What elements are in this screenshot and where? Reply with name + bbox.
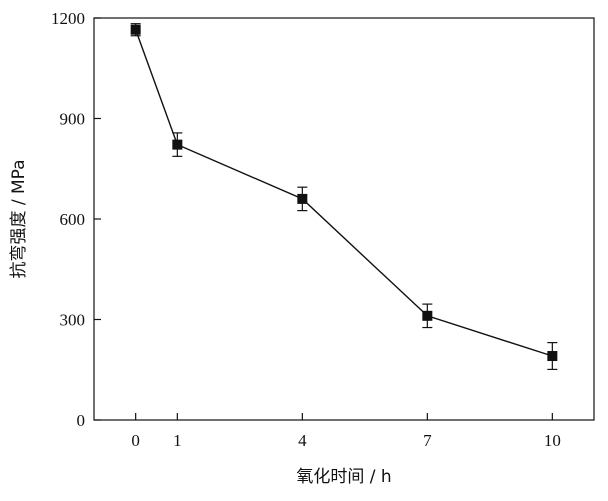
x-tick-label: 10 [544,431,561,450]
y-tick-label: 1200 [51,9,85,28]
data-point-marker [422,310,433,321]
data-point-marker [130,24,141,35]
y-axis-title: 抗弯强度 / MPa [9,159,29,278]
data-point-marker [297,193,308,204]
x-tick-label: 4 [298,431,307,450]
data-point-marker [172,139,183,150]
series-line [135,29,553,357]
data-series [130,23,558,371]
data-point-marker [547,351,558,362]
x-axis-title: 氧化时间 / h [296,467,391,487]
x-tick-label: 7 [423,431,432,450]
x-tick-label: 1 [173,431,182,450]
y-tick-label: 0 [77,411,86,430]
plot-frame [93,17,595,421]
y-tick-label: 600 [60,210,86,229]
y-tick-label: 900 [60,110,86,129]
axis-ticks: 0 300 600 900 1200 0 1 4 7 10 [51,9,561,450]
y-tick-label: 300 [60,311,86,330]
x-tick-label: 0 [131,431,140,450]
